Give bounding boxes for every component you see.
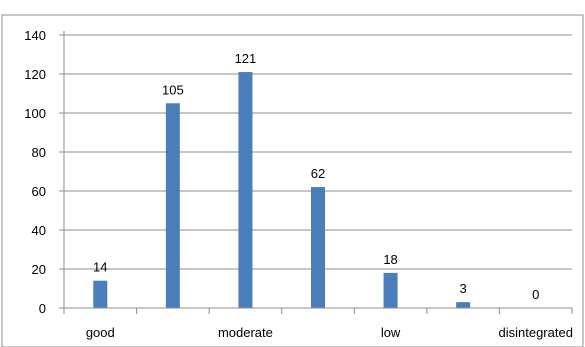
x-tick-label: low [381, 325, 401, 340]
data-labels: 14 105 121 62 18 3 0 [93, 51, 539, 302]
data-label: 121 [235, 51, 257, 66]
y-tick-label: 120 [24, 67, 46, 82]
bar [93, 280, 108, 308]
data-label: 105 [162, 82, 184, 97]
y-tick-label: 140 [24, 28, 46, 43]
y-tick-label: 100 [24, 106, 46, 121]
bar [456, 302, 471, 308]
bar [165, 103, 180, 308]
bar [238, 72, 253, 308]
x-axis-tick-labels: good moderate low disintegrated [86, 325, 573, 340]
y-tick-label: 20 [32, 262, 46, 277]
bars [93, 72, 471, 308]
data-label: 3 [460, 281, 467, 296]
y-tick-label: 0 [39, 301, 46, 316]
bar [311, 187, 325, 308]
x-tick-label: disintegrated [498, 325, 572, 340]
bar [383, 272, 398, 308]
x-tick-label: good [86, 325, 115, 340]
axes [59, 31, 573, 314]
data-label: 62 [311, 166, 325, 181]
data-label: 14 [93, 260, 107, 275]
y-axis-tick-labels: 0 20 40 60 80 100 120 140 [24, 28, 46, 316]
data-label: 18 [383, 252, 397, 267]
chart-border [1, 14, 584, 347]
y-tick-label: 60 [32, 184, 46, 199]
data-label: 0 [532, 287, 539, 302]
y-tick-label: 40 [32, 223, 46, 238]
y-tick-label: 80 [32, 145, 46, 160]
x-tick-label: moderate [218, 325, 273, 340]
